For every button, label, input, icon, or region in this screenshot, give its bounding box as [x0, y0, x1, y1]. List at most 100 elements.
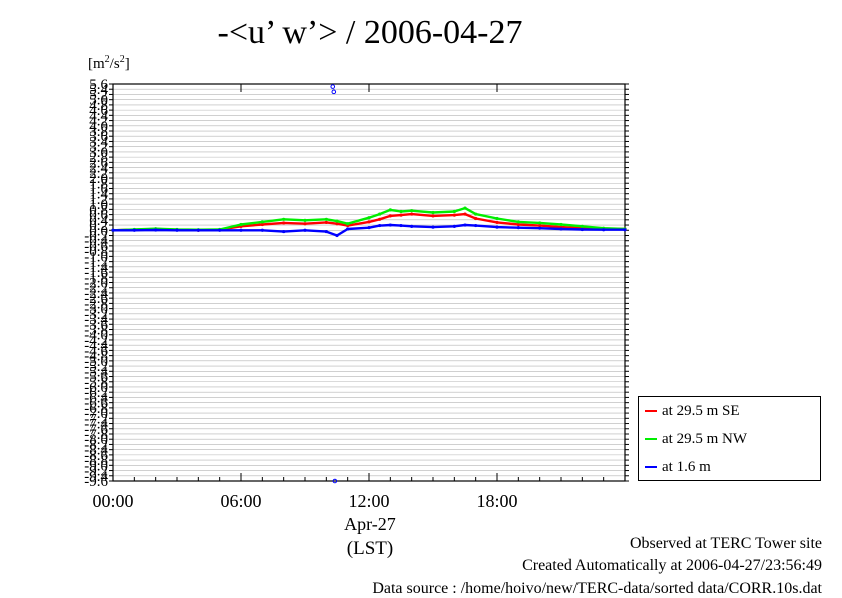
y-tick-label: 4.8	[89, 98, 108, 114]
data-point-2	[378, 223, 382, 228]
y-tick-label: 2.8	[89, 150, 108, 166]
data-point-1	[399, 209, 403, 214]
y-tick-label: -6.8	[84, 401, 108, 417]
data-point-1	[580, 224, 584, 228]
data-point-0	[431, 214, 435, 218]
data-point-1	[463, 206, 467, 210]
y-tick-label: -6.4	[84, 390, 108, 406]
y-tick-label: -7.4	[84, 417, 108, 433]
data-point-2	[431, 225, 435, 229]
y-tick-label: -2.6	[84, 291, 108, 307]
y-tick-label: 4.0	[89, 119, 108, 135]
data-point-2	[559, 227, 563, 231]
y-tick-label: -7.2	[84, 411, 108, 427]
data-point-0	[474, 216, 478, 221]
legend-swatch-se	[645, 410, 657, 412]
outlier-point	[331, 89, 337, 95]
y-tick-label: -8.0	[84, 432, 108, 448]
data-point-1	[538, 221, 542, 225]
x-axis-timezone: (LST)	[346, 538, 394, 559]
data-point-1	[474, 212, 478, 216]
y-tick-label: -5.0	[84, 354, 108, 370]
y-tick-label: -1.2	[84, 255, 108, 271]
y-tick-label: 3.6	[89, 129, 108, 145]
y-tick-label: -3.8	[84, 323, 108, 339]
unit-sup: 2	[104, 54, 110, 65]
y-tick-label: 1.0	[89, 197, 108, 213]
footer-source: Data source : /home/hoivo/new/TERC-data/…	[372, 580, 822, 597]
plot-frame	[112, 83, 626, 482]
y-tick-label: -4.2	[84, 333, 108, 349]
y-tick-label: -0.6	[84, 239, 108, 255]
chart-legend: at 29.5 m SE at 29.5 m NW at 1.6 m	[638, 396, 821, 481]
data-point-2	[218, 228, 222, 232]
legend-item-1-6m: at 1.6 m	[645, 458, 711, 476]
data-point-2	[516, 226, 520, 230]
legend-swatch-1-6m	[645, 466, 657, 468]
data-point-0	[399, 213, 403, 217]
y-tick-label: 2.4	[89, 161, 108, 177]
y-tick-label: -8.2	[84, 437, 108, 453]
y-tick-label: -9.4	[84, 469, 108, 485]
y-tick-label: 3.4	[89, 134, 108, 150]
data-point-2	[388, 223, 392, 227]
data-point-2	[463, 223, 467, 227]
legend-label-nw: at 29.5 m NW	[662, 430, 747, 447]
y-tick-label: -5.2	[84, 359, 108, 375]
y-tick-label: -3.0	[84, 302, 108, 318]
data-point-0	[324, 220, 328, 225]
y-tick-label: -0.8	[84, 244, 108, 260]
y-tick-label: -8.4	[84, 443, 108, 459]
legend-swatch-nw	[645, 438, 657, 440]
data-point-2	[282, 229, 286, 234]
y-tick-label: 5.6	[89, 77, 108, 93]
x-tick-label: 18:00	[476, 491, 517, 511]
x-tick-label: 06:00	[220, 491, 261, 511]
data-point-2	[132, 228, 136, 232]
y-tick-label: -0.2	[84, 228, 108, 244]
data-point-2	[474, 223, 478, 228]
y-tick-label: 0.2	[89, 218, 108, 234]
y-tick-label: 1.6	[89, 181, 108, 197]
y-tick-label: 1.4	[89, 187, 108, 203]
y-tick-label: -5.8	[84, 375, 108, 391]
data-point-0	[378, 217, 382, 221]
unit-label-open: [m	[88, 56, 105, 72]
y-tick-label: -9.0	[84, 458, 108, 474]
y-tick-label: 0.0	[89, 223, 108, 239]
data-point-1	[324, 217, 328, 221]
y-tick-label: -7.8	[84, 427, 108, 443]
data-point-1	[388, 208, 392, 212]
legend-label-se: at 29.5 m SE	[662, 402, 740, 419]
y-tick-label: -2.8	[84, 296, 108, 312]
footer-observed: Observed at TERC Tower site	[629, 535, 822, 552]
data-point-2	[367, 226, 371, 230]
data-point-1	[378, 212, 382, 216]
y-tick-label: 0.4	[89, 213, 108, 229]
y-tick-label: 5.0	[89, 93, 108, 109]
y-tick-label: -7.6	[84, 422, 108, 438]
data-point-0	[452, 213, 456, 217]
y-tick-label: 3.0	[89, 145, 108, 161]
y-tick-label: 4.2	[89, 114, 108, 130]
y-tick-label: 5.2	[89, 87, 108, 103]
footer-created: Created Automatically at 2006-04-27/23:5…	[522, 557, 822, 574]
outlier-point	[330, 84, 336, 89]
outlier-point	[332, 478, 338, 484]
data-point-2	[452, 224, 456, 228]
data-point-1	[410, 209, 414, 213]
data-point-0	[367, 220, 371, 224]
data-point-2	[602, 228, 606, 232]
data-point-1	[346, 222, 350, 226]
data-point-1	[303, 218, 307, 222]
y-tick-label: -3.4	[84, 312, 108, 328]
y-tick-label: 2.6	[89, 155, 108, 171]
data-point-2	[538, 226, 542, 230]
data-point-0	[303, 222, 307, 226]
chart-title: -<u’ w’> / 2006-04-27	[217, 14, 523, 51]
y-tick-label: -5.6	[84, 370, 108, 386]
y-tick-label: -2.0	[84, 276, 108, 292]
data-point-0	[410, 212, 414, 216]
y-tick-label: -2.4	[84, 286, 108, 302]
data-point-1	[239, 222, 243, 227]
